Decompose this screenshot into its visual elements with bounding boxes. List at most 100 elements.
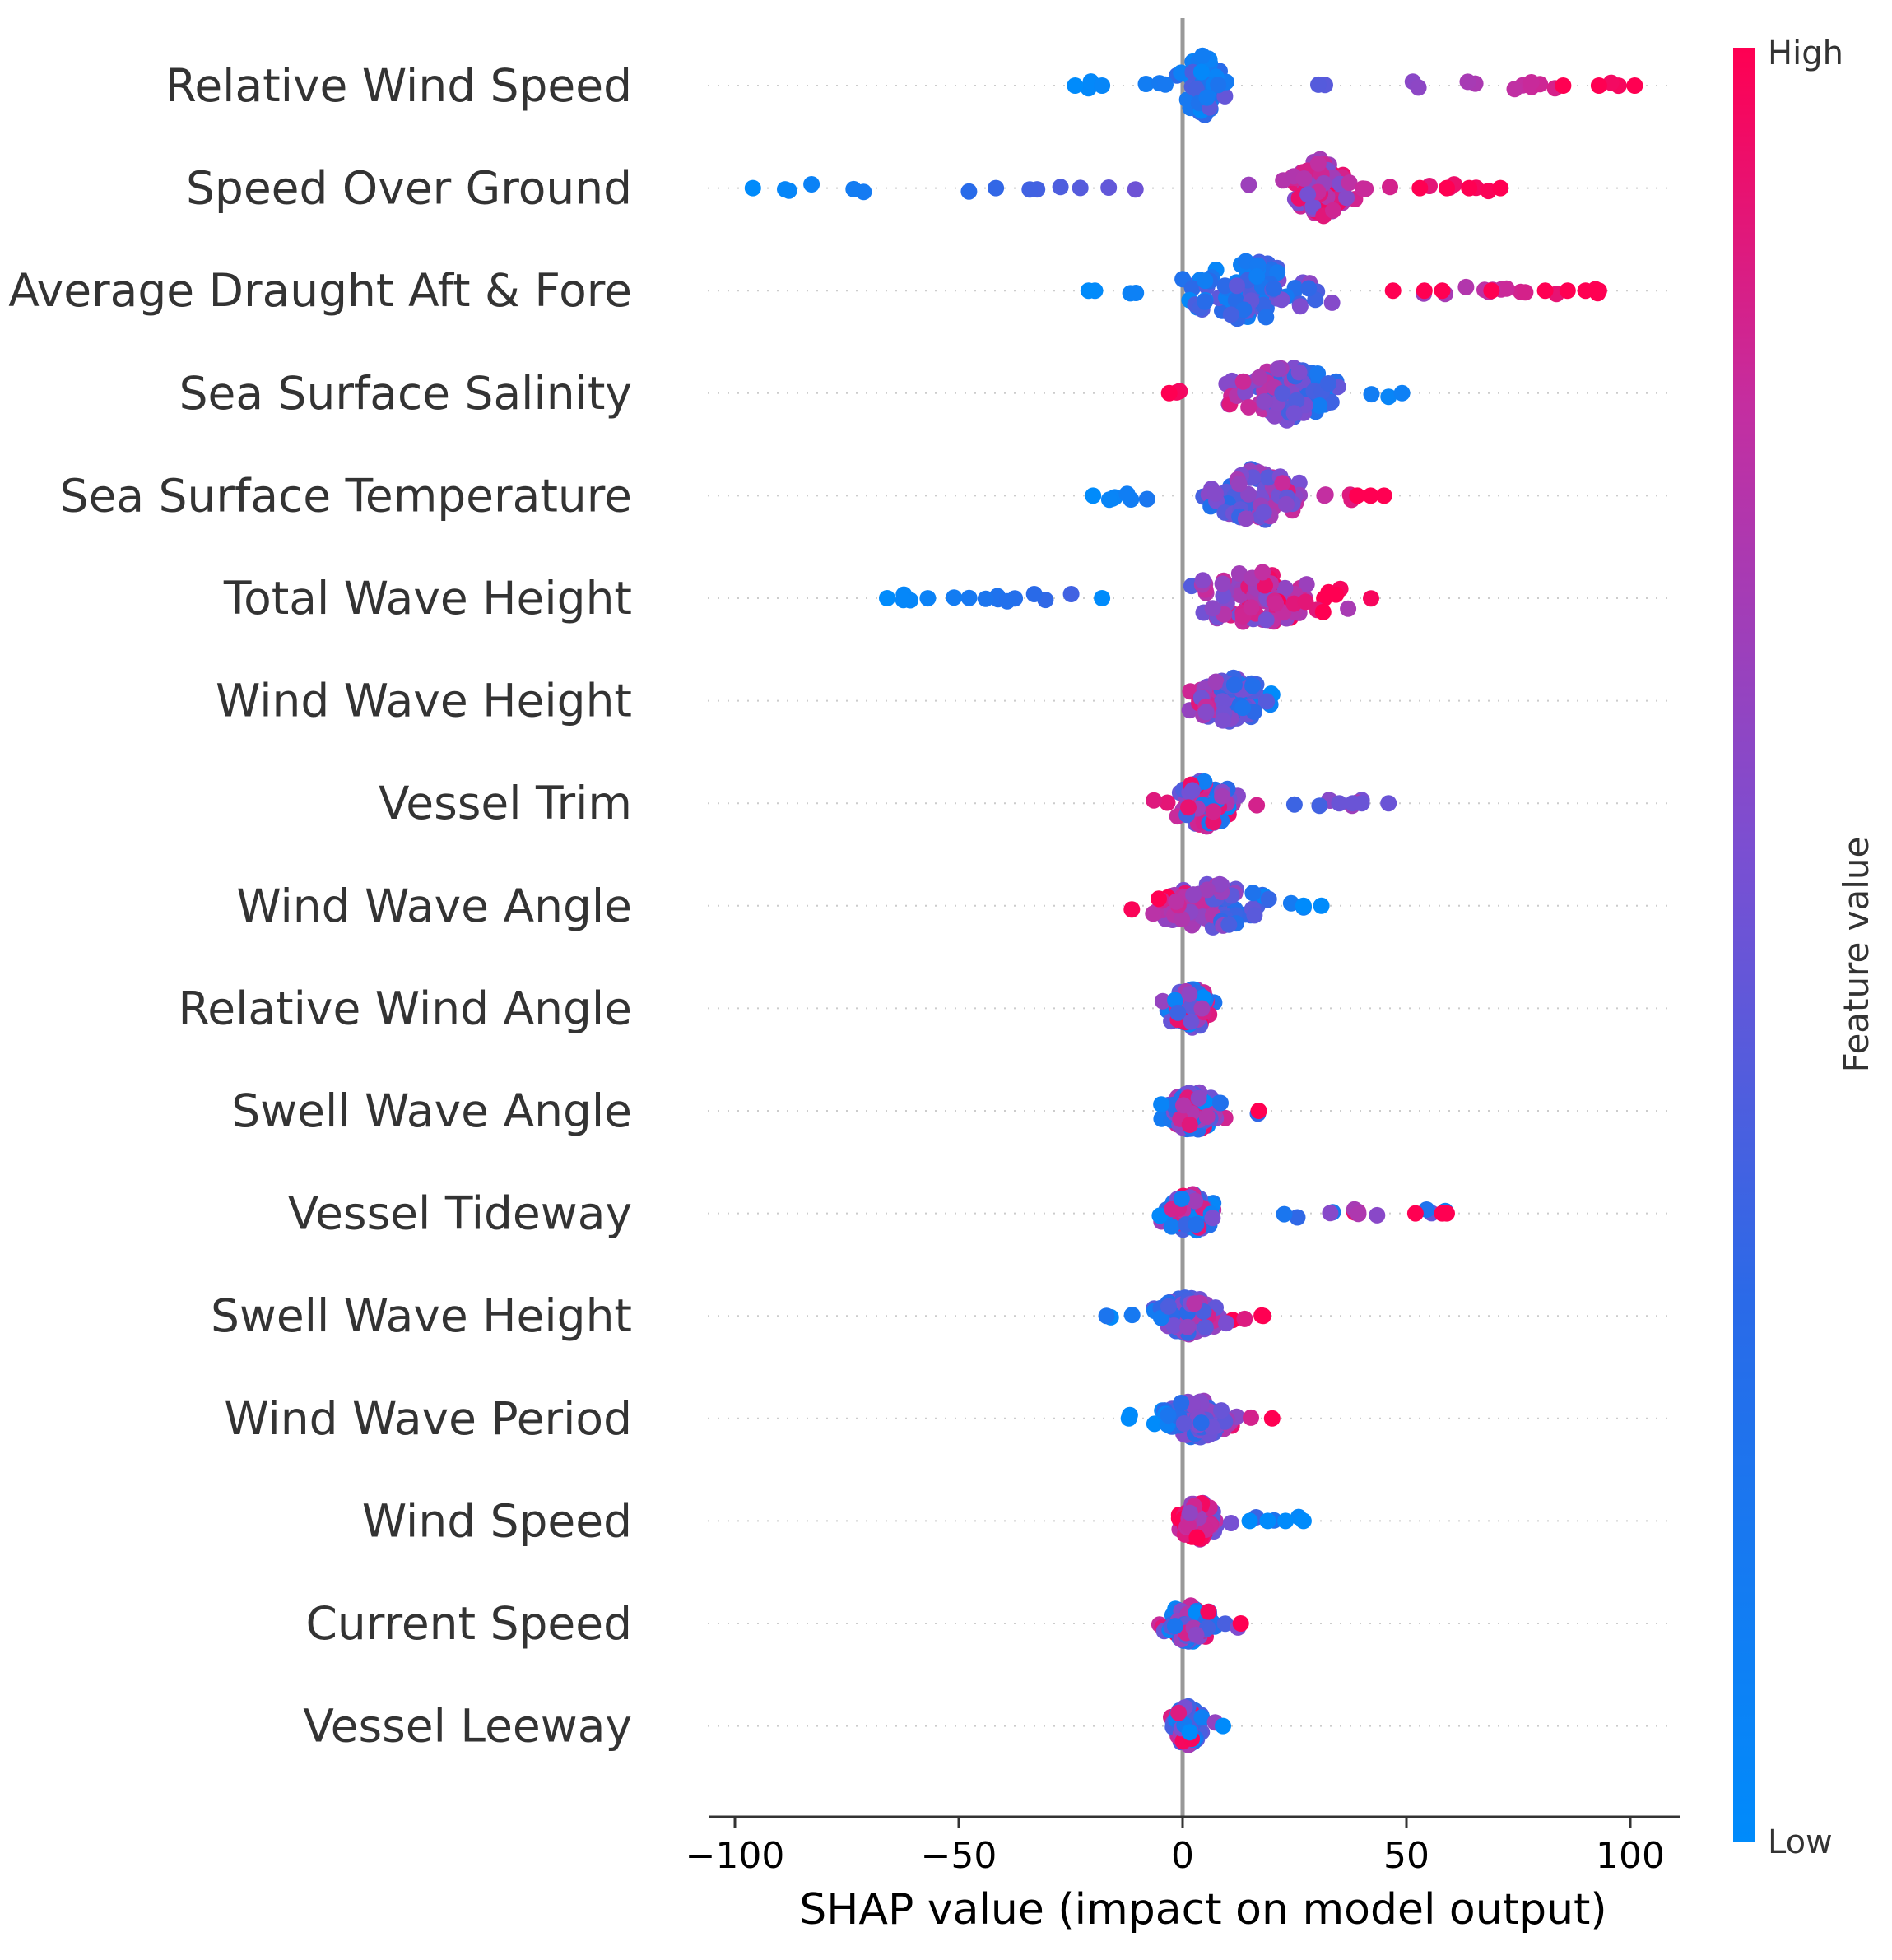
feature-label: Vessel Trim [379,777,632,829]
shap-dot [1260,890,1277,908]
shap-dot [1289,1209,1306,1226]
shap-dot [1197,293,1214,310]
shap-dot [1459,73,1476,91]
shap-dot [1192,63,1210,81]
shap-dot [1248,797,1266,814]
shap-dot [1123,901,1141,918]
shap-dot [1285,796,1303,813]
shap-dot [1160,1407,1177,1424]
shap-dot [1198,881,1216,899]
shap-dot [1175,1415,1192,1432]
shap-dot [1186,1295,1203,1312]
x-tick-label: −100 [686,1835,785,1877]
shap-dot [1522,74,1540,91]
shap-dot [1355,180,1371,197]
shap-dot [1300,280,1318,297]
shap-dot [1179,1318,1197,1335]
shap-dot [1151,890,1167,908]
shap-dot [1340,600,1357,617]
shap-outlier-dot [1094,77,1111,94]
shap-dot [1118,485,1136,503]
shap-outlier-dot [1362,487,1379,504]
shap-dot [1166,1618,1183,1635]
shap-outlier-dot [1461,179,1478,197]
shap-outlier-dot [1406,1205,1424,1222]
feature-label: Vessel Tideway [288,1187,632,1240]
shap-dot [1382,179,1398,196]
shap-dot [1277,495,1295,513]
shap-dot [1299,186,1317,203]
shap-dot [1310,76,1327,93]
shap-outlier-dot [1555,77,1572,94]
shap-dot [960,589,978,606]
shap-dot [1363,386,1380,403]
shap-dot [1380,388,1397,406]
shap-dot [1211,875,1229,893]
shap-dot [1173,1395,1190,1411]
shap-dot [1506,81,1523,98]
shap-dot [1175,1097,1192,1114]
shap-outlier-dot [1094,590,1111,606]
shap-dot [1151,1207,1169,1224]
shap-dot [1153,1096,1170,1113]
shap-dot [1234,699,1252,717]
shap-dot [1146,1415,1163,1433]
shap-dot [1159,794,1176,811]
shap-dot [1295,170,1313,187]
shap-dot [1213,1402,1230,1419]
shap-dot [1188,1626,1205,1643]
shap-dot [1314,603,1332,620]
shap-dot [1197,704,1215,721]
shap-dot [1194,47,1211,64]
shap-dots [744,47,1643,1753]
shap-dot [1248,268,1266,285]
shap-dot [1327,586,1345,603]
shap-dot [1169,1004,1187,1021]
shap-dot [1212,1094,1229,1112]
shap-dot [946,589,963,606]
shap-dot [1052,179,1069,196]
shap-outlier-dot [1232,1615,1249,1632]
shap-dot [1251,369,1268,386]
feature-label: Wind Wave Angle [236,880,632,932]
feature-label: Relative Wind Speed [165,59,632,112]
feature-label: Average Draught Aft & Fore [8,264,632,317]
shap-dot [1291,298,1309,315]
shap-outlier-dot [1331,795,1348,812]
shap-dot [1222,306,1239,323]
feature-label: Sea Surface Temperature [60,469,632,522]
shap-outlier-dot [1349,487,1366,504]
shap-dot [1230,565,1248,582]
shap-dot [1183,782,1201,799]
shap-outlier-dot [1295,897,1312,914]
shap-dot [1210,77,1227,94]
x-tick-label: 0 [1171,1835,1194,1877]
shap-dot [1190,1089,1207,1107]
shap-dot [1137,76,1155,92]
shap-outlier-dot [1439,1205,1455,1222]
shap-dot [1311,797,1328,815]
shap-outlier-dot [1353,795,1370,812]
shap-outlier-dot [1626,77,1643,94]
colorbar-high-label: High [1768,35,1843,72]
shap-dot [1204,1210,1221,1227]
shap-dot [1146,792,1163,809]
shap-dot [1214,693,1231,710]
shap-dot [1072,179,1089,197]
shap-dot [1181,986,1198,1003]
shap-outlier-dot [879,590,895,606]
shap-dot [1196,773,1213,790]
shap-dot [1243,599,1260,616]
shap-dot [1193,1709,1211,1726]
shap-dot [1234,373,1252,390]
shap-dot [1325,202,1341,219]
shap-dot [1276,1205,1293,1223]
shap-dot [1369,1206,1386,1224]
shap-dot [1363,590,1379,607]
shap-outlier-dot [1313,897,1330,914]
shap-dot [1173,1190,1190,1207]
shap-dot [1216,277,1234,295]
shap-outlier-dot [1215,1717,1231,1735]
shap-dot [1188,1529,1206,1546]
shap-dot [1216,1615,1234,1633]
